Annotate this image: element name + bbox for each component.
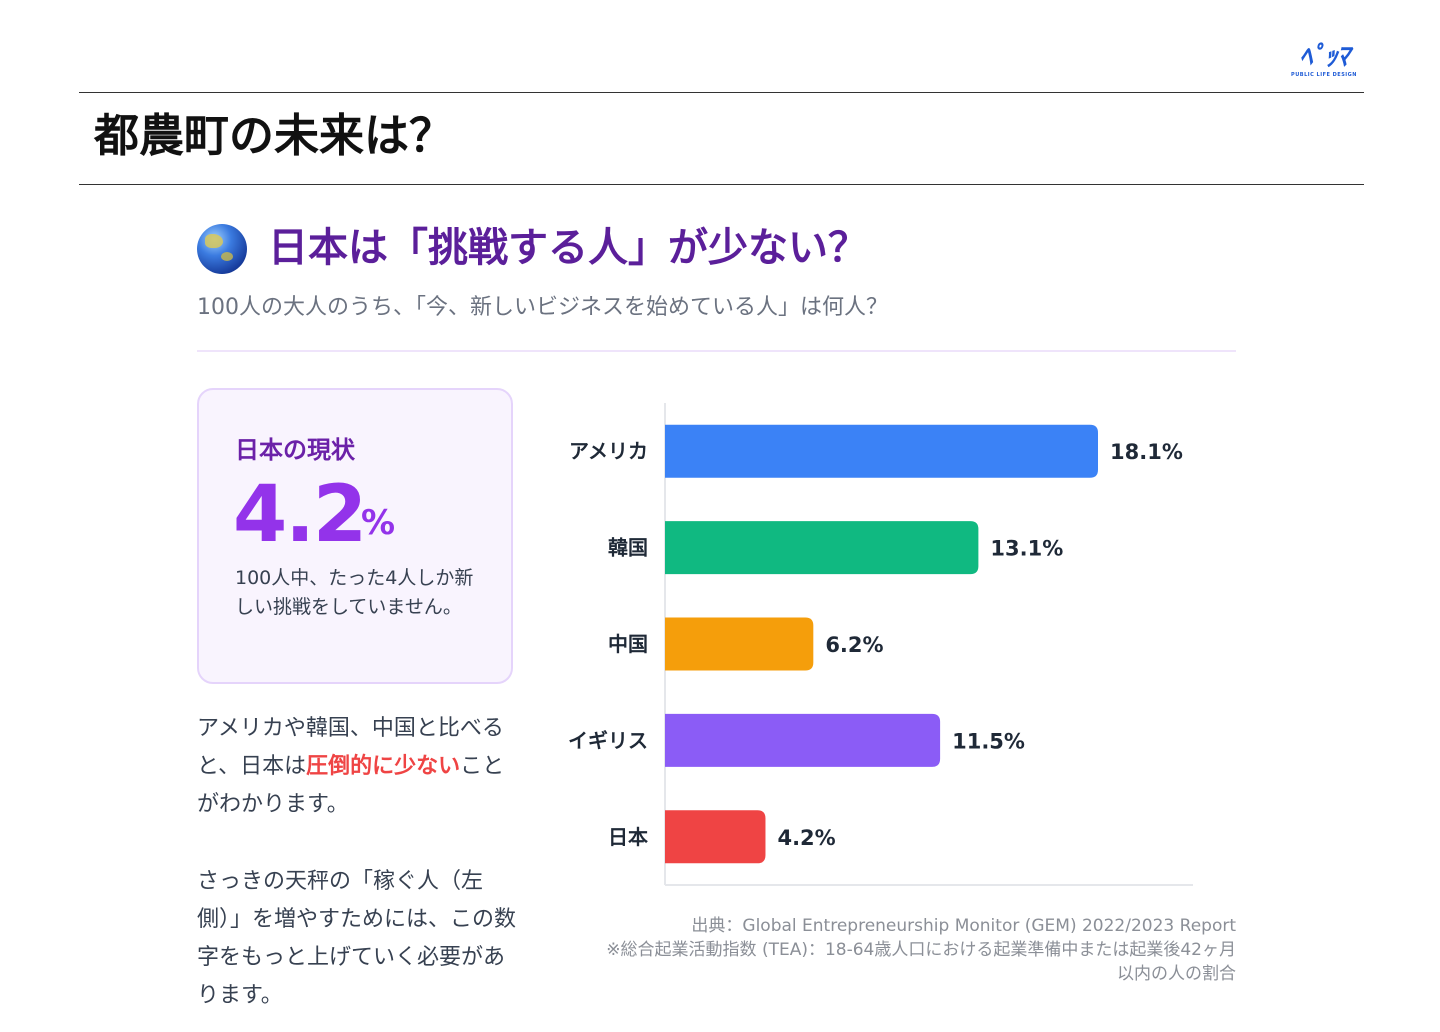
category-label: 日本 [608, 825, 648, 849]
logo-mark: ﾍﾟｯﾏ [1299, 42, 1349, 72]
page-title: 都農町の未来は？ [94, 109, 455, 162]
card-value: 4.2 [233, 470, 367, 560]
value-label: 13.1% [990, 537, 1063, 561]
card-description: 100人中、たった4人しか新しい挑戦をしていません。 [235, 567, 474, 618]
logo-subtitle: PUBLIC LIFE DESIGN [1291, 72, 1357, 78]
source-note: 出典：Global Entrepreneurship Monitor (GEM)… [606, 914, 1236, 986]
source-line-1: 出典：Global Entrepreneurship Monitor (GEM)… [691, 916, 1236, 936]
body-text: ことがわかります。 [197, 754, 505, 817]
bar-chart: アメリカ 18.1% 韓国 13.1% 中国 6.2% イギリス 11.5% 日本 4.2% [568, 403, 1193, 886]
card-label: 日本の現状 [235, 436, 355, 464]
source-line-2: ※総合起業活動指数 (TEA)：18-64歳人口における起業準備中または起業後4… [606, 940, 1236, 960]
section-subtitle: 100人の大人のうち、「今、新しいビジネスを始めている人」は何人？ [197, 295, 888, 320]
category-label: 中国 [608, 632, 648, 656]
header-rule-bottom [79, 184, 1364, 185]
value-label: 11.5% [952, 729, 1025, 753]
value-label: 18.1% [1110, 440, 1183, 464]
body-text: アメリカや韓国、中国と比べると、日本は [197, 716, 504, 779]
bar-2 [665, 617, 814, 671]
section-divider [197, 350, 1236, 352]
header-rule-top [79, 92, 1364, 93]
body-paragraph-2: さっきの天秤の「稼ぐ人（左側）」を増やすためには、この数字をもっと上げていく必要… [197, 869, 517, 1008]
value-label: 6.2% [825, 633, 883, 657]
bar-4 [665, 810, 766, 864]
highlight-text: 圧倒的に少ない [306, 754, 461, 779]
japan-status-card: 日本の現状 4.2 % 100人中、たった4人しか新しい挑戦をしていません。 [197, 388, 513, 684]
bar-1 [665, 521, 979, 575]
source-line-3: 以内の人の割合 [1117, 964, 1236, 984]
bar-3 [665, 713, 941, 767]
section-title: 日本は「挑戦する人」が少ない？ [268, 225, 868, 271]
category-label: イギリス [568, 728, 648, 752]
card-unit: % [361, 503, 396, 543]
value-label: 4.2% [777, 826, 835, 850]
bar-0 [665, 424, 1098, 478]
logo: ﾍﾟｯﾏ PUBLIC LIFE DESIGN [1280, 44, 1368, 82]
category-label: アメリカ [569, 439, 648, 463]
globe-icon [197, 224, 247, 274]
category-label: 韓国 [608, 536, 648, 560]
body-paragraph-1: アメリカや韓国、中国と比べると、日本は圧倒的に少ないことがわかります。 [197, 710, 517, 824]
